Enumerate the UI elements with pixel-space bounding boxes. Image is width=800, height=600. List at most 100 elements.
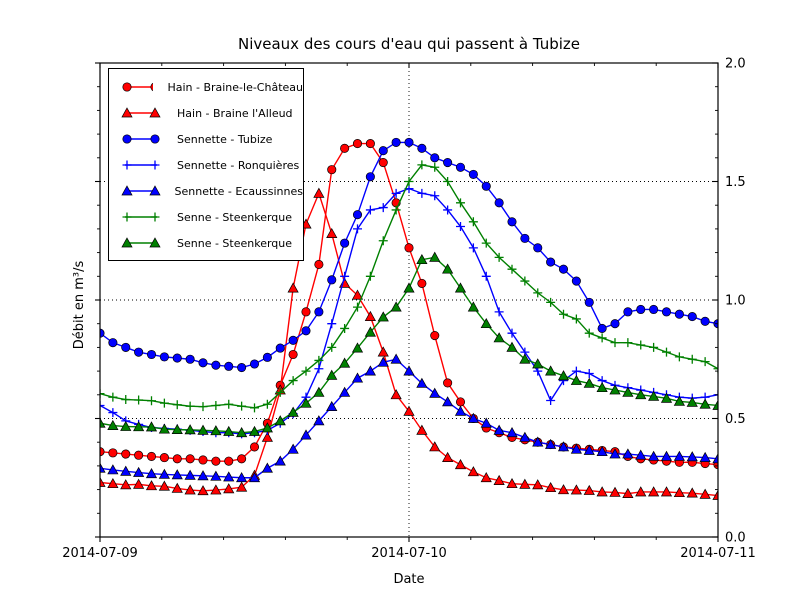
marker-triangle [416, 253, 428, 265]
marker-triangle [442, 396, 454, 407]
marker-circle [340, 143, 350, 153]
marker-triangle [673, 395, 685, 406]
legend-label: Sennette - Ecaussinnes [174, 184, 304, 198]
marker-triangle [545, 481, 557, 493]
legend-sample-circle-icon [122, 134, 160, 144]
marker-triangle [120, 465, 132, 476]
marker-triangle [583, 484, 595, 495]
marker-circle [172, 353, 182, 363]
marker-circle [159, 352, 169, 362]
marker-triangle [339, 386, 351, 397]
marker-triangle [699, 451, 711, 462]
marker-plus [147, 396, 156, 406]
marker-triangle [609, 384, 621, 395]
marker-circle [327, 275, 337, 285]
y-tick-label: 2.0 [725, 57, 746, 72]
marker-plus [584, 368, 594, 378]
marker-circle [404, 137, 414, 147]
marker-circle [455, 397, 466, 407]
marker-plus [456, 222, 465, 232]
marker-circle [249, 359, 260, 369]
marker-triangle [158, 423, 170, 434]
marker-circle [674, 309, 684, 319]
x-tick-label: 2014-07-09 [62, 546, 138, 561]
marker-triangle [699, 488, 711, 499]
marker-triangle [506, 426, 518, 438]
marker-circle [146, 349, 157, 360]
marker-triangle [403, 405, 415, 416]
marker-plus [391, 188, 401, 198]
marker-plus [713, 364, 718, 374]
marker-triangle [390, 301, 402, 312]
marker-triangle [429, 387, 441, 398]
marker-circle [365, 139, 375, 149]
marker-circle [108, 448, 118, 458]
marker-triangle [712, 399, 718, 410]
marker-plus [340, 323, 350, 333]
marker-triangle [300, 397, 312, 408]
marker-circle [237, 454, 247, 464]
marker-plus [443, 177, 453, 186]
marker-triangle [583, 377, 595, 388]
marker-plus [340, 271, 350, 281]
marker-plus [121, 395, 131, 405]
marker-triangle [519, 478, 531, 489]
marker-circle [430, 153, 440, 163]
marker-circle [636, 304, 646, 315]
marker-circle [275, 343, 285, 353]
marker-circle [134, 450, 144, 460]
marker-triangle [403, 365, 415, 376]
marker-plus [649, 342, 659, 352]
y-tick-label: 0.5 [725, 412, 746, 427]
marker-circle [494, 198, 504, 208]
marker-circle [584, 297, 594, 307]
marker-circle [121, 342, 131, 352]
marker-plus [623, 338, 633, 348]
marker-triangle [197, 470, 209, 481]
marker-circle [198, 358, 208, 368]
legend-item-2: Hain - Braine l'Alleud [109, 100, 303, 126]
marker-triangle [557, 441, 570, 452]
marker-triangle [493, 424, 505, 435]
marker-circle [378, 157, 388, 168]
marker-triangle [145, 468, 158, 479]
marker-plus [275, 387, 285, 397]
marker-plus [481, 271, 491, 281]
marker-plus [353, 302, 362, 312]
marker-triangle [480, 317, 492, 329]
x-tick-label: 2014-07-11 [680, 546, 756, 561]
marker-plus [134, 395, 144, 405]
marker-circle [301, 307, 311, 317]
marker-circle [224, 456, 234, 466]
legend-label: Senne - Steenkerque [177, 210, 293, 224]
marker-triangle [171, 423, 183, 434]
marker-triangle [197, 424, 209, 435]
marker-triangle [236, 472, 248, 483]
marker-circle [507, 217, 517, 227]
marker-triangle [158, 468, 170, 479]
marker-plus [430, 191, 440, 201]
x-tick-label: 2014-07-10 [371, 546, 447, 561]
legend-item-7: Senne - Steenkerque [109, 230, 303, 256]
marker-circle [262, 352, 272, 362]
marker-circle [211, 360, 221, 370]
marker-circle [610, 319, 620, 329]
marker-circle [481, 181, 491, 191]
marker-triangle [712, 489, 718, 500]
marker-triangle [100, 462, 106, 473]
marker-plus [468, 243, 478, 253]
marker-triangle [236, 481, 248, 492]
marker-circle [443, 157, 453, 168]
marker-triangle [377, 311, 389, 322]
marker-triangle [686, 396, 698, 407]
marker-circle [249, 442, 260, 452]
marker-plus [100, 389, 105, 399]
marker-triangle [493, 332, 505, 343]
marker-triangle [351, 372, 364, 383]
marker-triangle [210, 425, 222, 436]
legend-label: Hain - Braine l'Alleud [177, 106, 293, 120]
marker-triangle [712, 453, 718, 464]
marker-plus [301, 366, 311, 376]
y-tick-label: 1.0 [725, 294, 746, 309]
marker-triangle [570, 484, 582, 495]
